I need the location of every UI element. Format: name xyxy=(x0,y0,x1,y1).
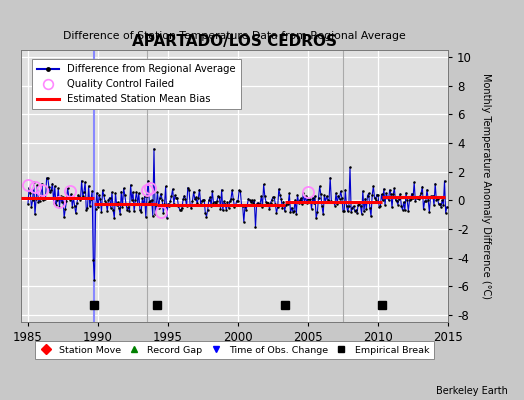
Text: Berkeley Earth: Berkeley Earth xyxy=(436,386,508,396)
Title: APARTADO/LOS CEDROS: APARTADO/LOS CEDROS xyxy=(132,34,337,49)
Text: Difference of Station Temperature Data from Regional Average: Difference of Station Temperature Data f… xyxy=(63,31,406,41)
Legend: Station Move, Record Gap, Time of Obs. Change, Empirical Break: Station Move, Record Gap, Time of Obs. C… xyxy=(35,341,434,360)
Y-axis label: Monthly Temperature Anomaly Difference (°C): Monthly Temperature Anomaly Difference (… xyxy=(482,73,492,299)
